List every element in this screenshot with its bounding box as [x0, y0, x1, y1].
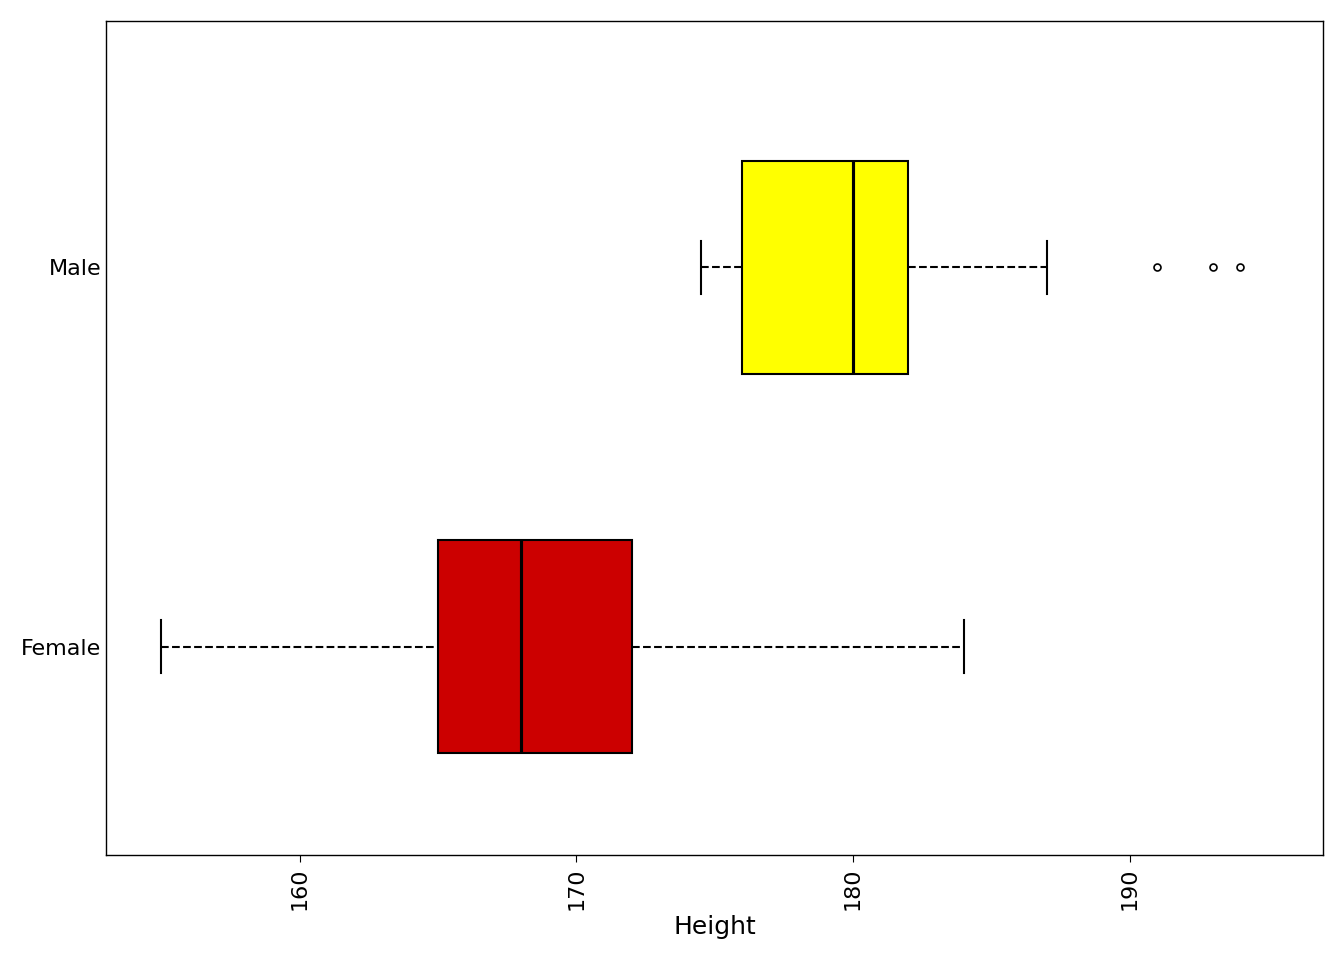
Bar	[438, 540, 632, 753]
Bar	[742, 161, 909, 373]
X-axis label: Height: Height	[673, 915, 755, 939]
